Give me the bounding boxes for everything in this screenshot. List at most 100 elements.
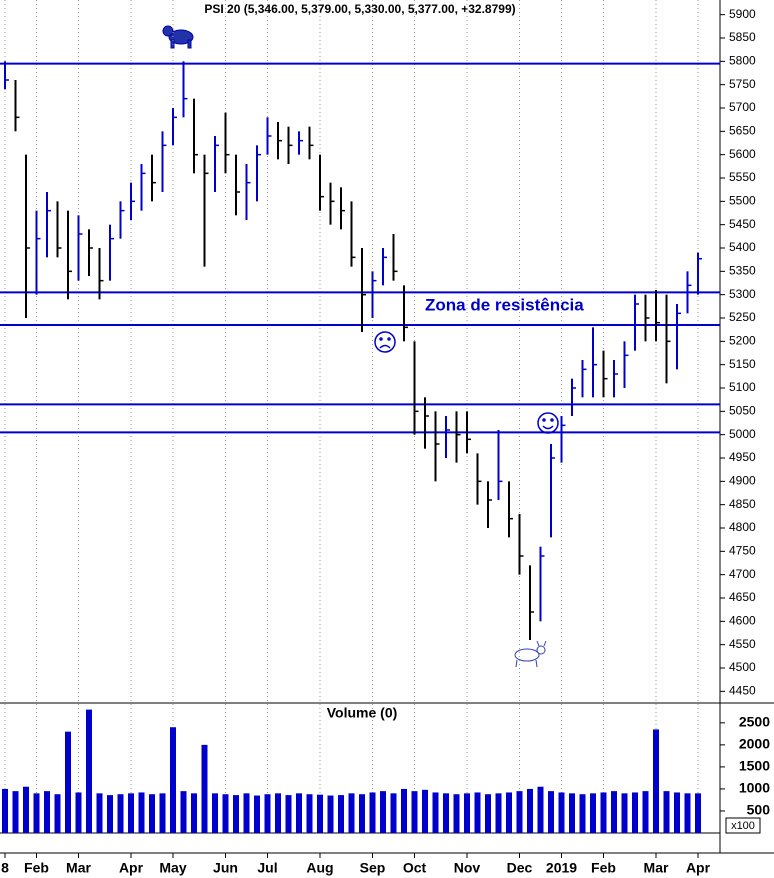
y-tick-label: 5550 — [729, 170, 756, 184]
volume-bar — [212, 793, 218, 833]
y-tick-label: 5900 — [729, 7, 756, 21]
volume-bar — [149, 794, 155, 833]
volume-bar — [642, 791, 649, 833]
volume-bar — [695, 793, 701, 833]
y-tick-label: 5600 — [729, 147, 756, 161]
volume-bar — [632, 792, 638, 833]
y-tick-label: 4900 — [729, 474, 756, 488]
volume-bar — [432, 792, 439, 833]
volume-bar — [243, 793, 250, 833]
volume-bar — [254, 795, 260, 833]
volume-bar — [380, 791, 386, 833]
y-tick-label: 4600 — [729, 614, 756, 628]
volume-bar — [117, 794, 124, 833]
volume-bar — [369, 792, 376, 833]
volume-bar — [264, 794, 271, 833]
x-tick-label: Apr — [686, 860, 711, 876]
volume-bar — [464, 793, 470, 833]
y-tick-label: 4650 — [729, 590, 756, 604]
volume-bar — [590, 793, 596, 833]
y-tick-label: 5500 — [729, 194, 756, 208]
y-tick-label: 5300 — [729, 287, 756, 301]
y-tick-label: 4800 — [729, 520, 756, 534]
volume-bar — [485, 794, 491, 833]
volume-bar — [516, 791, 523, 833]
volume-bar — [579, 794, 586, 833]
volume-bar — [348, 793, 355, 833]
x-tick-label: Nov — [454, 860, 481, 876]
volume-bar — [390, 793, 397, 833]
volume-bar — [443, 793, 449, 833]
y-tick-label: 5400 — [729, 240, 756, 254]
x-tick-label: Aug — [306, 860, 333, 876]
volume-bar — [306, 794, 313, 833]
y-tick-label: 5750 — [729, 77, 756, 91]
x-tick-label: Sep — [360, 860, 386, 876]
volume-bar — [495, 793, 502, 833]
volume-bar — [170, 727, 176, 833]
y-tick-label: 2000 — [739, 736, 770, 752]
volume-bar — [663, 791, 670, 833]
y-tick-label: 5850 — [729, 30, 756, 44]
x-tick-label: Oct — [403, 860, 427, 876]
y-tick-label: 5350 — [729, 264, 756, 278]
volume-bar — [611, 791, 617, 833]
y-tick-label: 5650 — [729, 124, 756, 138]
volume-title: Volume (0) — [327, 705, 398, 721]
volume-bar — [54, 794, 61, 833]
y-tick-label: 4750 — [729, 544, 756, 558]
unit-label: x100 — [731, 820, 755, 832]
volume-bar — [12, 791, 19, 833]
unit-box — [725, 817, 761, 834]
volume-bar — [653, 729, 659, 833]
volume-bar — [327, 795, 334, 833]
y-tick-label: 5150 — [729, 357, 756, 371]
y-tick-label: 2500 — [739, 714, 770, 730]
y-tick-label: 5800 — [729, 54, 756, 68]
y-tick-label: 5700 — [729, 100, 756, 114]
volume-bar — [527, 788, 533, 833]
volume-bar — [548, 791, 554, 833]
volume-bar — [600, 792, 607, 833]
volume-bar — [474, 792, 481, 833]
annotation: Zona de resistência — [425, 295, 584, 314]
volume-bar — [128, 793, 134, 833]
y-tick-label: 1500 — [739, 758, 770, 774]
y-tick-label: 5050 — [729, 404, 756, 418]
y-tick-label: 4500 — [729, 660, 756, 674]
x-tick-label: Dec — [507, 860, 533, 876]
volume-bar — [233, 795, 239, 833]
volume-bar — [44, 791, 50, 833]
volume-bar — [275, 793, 281, 833]
x-tick-label: Feb — [591, 860, 616, 876]
volume-bar — [159, 793, 166, 833]
volume-bar — [684, 793, 691, 833]
volume-bar — [65, 731, 71, 833]
x-tick-label: Feb — [24, 860, 49, 876]
volume-bar — [201, 744, 208, 833]
y-tick-label: 5200 — [729, 334, 756, 348]
y-tick-label: 4450 — [729, 684, 756, 698]
y-tick-label: 500 — [747, 802, 771, 818]
y-tick-label: 4700 — [729, 567, 756, 581]
y-tick-label: 4550 — [729, 637, 756, 651]
x-tick-label: 8 — [1, 860, 9, 876]
bull-icon — [514, 640, 547, 668]
x-tick-label: Mar — [644, 860, 669, 876]
volume-bar — [569, 793, 575, 833]
volume-bar — [180, 791, 187, 833]
volume-bar — [422, 789, 428, 833]
y-tick-label: 4950 — [729, 450, 756, 464]
volume-bar — [453, 794, 460, 833]
volume-bar — [222, 794, 229, 833]
volume-bar — [338, 795, 344, 833]
x-tick-label: May — [159, 860, 186, 876]
volume-bar — [2, 788, 8, 833]
volume-bar — [138, 792, 145, 833]
y-tick-label: 1000 — [739, 780, 770, 796]
volume-bar — [86, 709, 92, 833]
sad-face — [374, 331, 396, 353]
volume-bar — [33, 793, 40, 833]
